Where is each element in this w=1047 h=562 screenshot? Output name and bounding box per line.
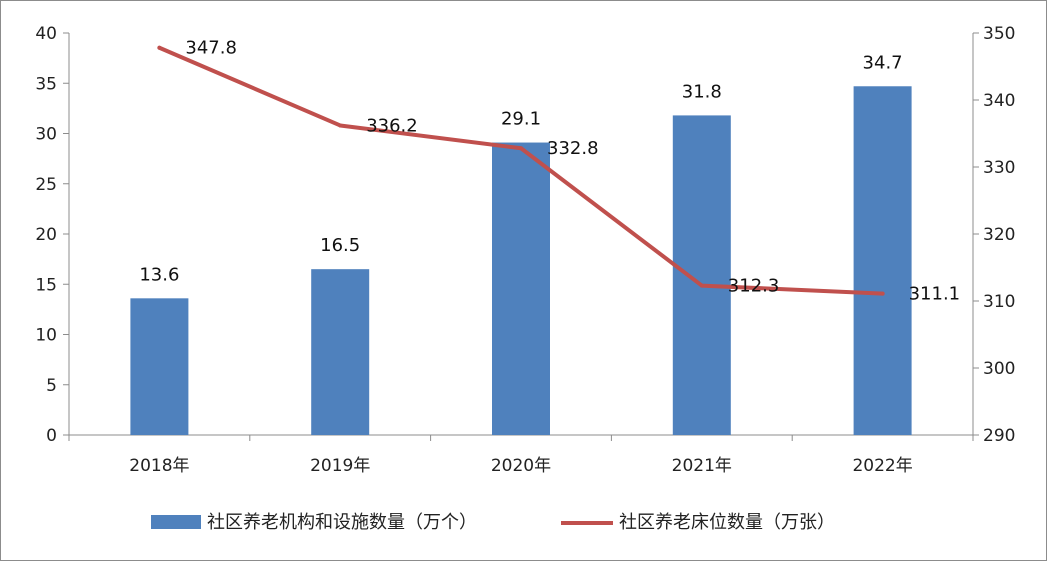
bar bbox=[853, 86, 912, 435]
x-tick-label: 2022年 bbox=[852, 456, 912, 476]
y-left-tick-label: 10 bbox=[35, 326, 57, 346]
bar-data-label: 29.1 bbox=[501, 109, 541, 130]
legend-bar-swatch bbox=[151, 515, 201, 529]
bar bbox=[492, 142, 550, 436]
legend: 社区养老机构和设施数量（万个） 社区养老床位数量（万张） bbox=[151, 512, 835, 533]
line-data-label: 336.2 bbox=[366, 115, 418, 136]
y-left-tick-label: 0 bbox=[46, 426, 57, 446]
bar bbox=[130, 298, 189, 435]
y-right-tick-label: 290 bbox=[983, 426, 1015, 446]
line-series bbox=[157, 45, 885, 296]
x-tick-label: 2020年 bbox=[491, 456, 551, 476]
x-tick-label: 2018年 bbox=[129, 456, 189, 476]
y-left-tick-label: 20 bbox=[35, 225, 57, 245]
y-left-tick-label: 30 bbox=[35, 125, 57, 145]
legend-line-label: 社区养老床位数量（万张） bbox=[619, 512, 835, 533]
line-point bbox=[880, 291, 885, 296]
y-left-tick-label: 15 bbox=[35, 275, 57, 295]
y-right-tick-label: 320 bbox=[983, 225, 1015, 245]
bar-series bbox=[130, 86, 912, 436]
y-left-tick-label: 25 bbox=[35, 175, 57, 195]
y-left-tick-label: 35 bbox=[35, 74, 57, 94]
y-left-tick-label: 40 bbox=[35, 24, 57, 44]
axes: 0 5 10 15 20 25 30 35 40 290 300 310 320 330 340 350 201… bbox=[35, 24, 1015, 476]
line-data-label: 332.8 bbox=[547, 138, 599, 159]
bar-data-label: 16.5 bbox=[320, 235, 360, 256]
line-data-label: 347.8 bbox=[185, 38, 237, 59]
x-tick-label: 2019年 bbox=[310, 456, 370, 476]
x-tick-label: 2021年 bbox=[672, 456, 732, 476]
y-right-tick-label: 300 bbox=[983, 359, 1015, 379]
bar-data-label: 13.6 bbox=[139, 264, 179, 285]
line-point bbox=[519, 146, 523, 151]
y-right-tick-label: 330 bbox=[983, 158, 1015, 178]
line-data-label: 311.1 bbox=[909, 284, 961, 305]
line-point bbox=[157, 45, 162, 50]
line-point bbox=[338, 123, 343, 128]
y-right-tick-label: 350 bbox=[983, 24, 1015, 44]
data-labels: 13.6 16.5 29.1 31.8 34.7 347.8 336.2 332.8 312.3… bbox=[139, 38, 960, 305]
legend-bar-label: 社区养老机构和设施数量（万个） bbox=[207, 512, 477, 533]
y-left-tick-label: 5 bbox=[46, 376, 57, 396]
y-right-tick-label: 340 bbox=[983, 91, 1015, 111]
bar bbox=[311, 269, 370, 435]
line-data-label: 312.3 bbox=[728, 276, 780, 297]
bar-data-label: 31.8 bbox=[682, 81, 722, 102]
y-right-tick-label: 310 bbox=[983, 292, 1015, 312]
bar bbox=[672, 115, 731, 435]
line-point bbox=[699, 283, 704, 288]
bar-data-label: 34.7 bbox=[863, 52, 903, 73]
